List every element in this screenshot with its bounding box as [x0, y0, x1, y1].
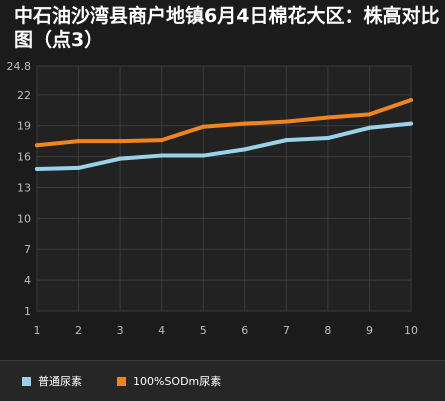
data-point-series-1 — [201, 153, 206, 158]
data-point-series-2 — [159, 138, 164, 143]
y-tick-label: 22 — [17, 89, 31, 102]
data-point-series-2 — [201, 124, 206, 129]
data-point-series-1 — [284, 138, 289, 143]
x-tick-label: 5 — [200, 324, 207, 337]
y-tick-label: 24.8 — [7, 60, 32, 73]
data-point-series-2 — [284, 119, 289, 124]
data-point-series-1 — [367, 125, 372, 130]
y-tick-label: 16 — [17, 151, 31, 164]
data-point-series-1 — [76, 165, 81, 170]
data-point-series-2 — [242, 121, 247, 126]
legend-swatch-series-1 — [22, 376, 31, 386]
legend-swatch-series-2 — [117, 376, 126, 386]
x-tick-label: 7 — [283, 324, 290, 337]
legend-label-series-2: 100%SODm尿素 — [133, 375, 222, 388]
data-point-series-1 — [409, 121, 413, 126]
chart-area: 1 4 7 10 13 16 19 22 24.8 1 2 3 4 5 6 7 8 9 10 — [0, 60, 445, 360]
legend: 普通尿素 100%SODm尿素 — [0, 360, 445, 401]
y-tick-label: 10 — [17, 212, 31, 225]
x-tick-label: 2 — [75, 324, 82, 337]
y-tick-label: 19 — [17, 120, 31, 133]
data-point-series-1 — [325, 136, 330, 141]
data-point-series-1 — [159, 153, 164, 158]
x-tick-label: 6 — [241, 324, 248, 337]
data-point-series-2 — [35, 143, 39, 148]
data-point-series-1 — [242, 147, 247, 152]
x-tick-label: 3 — [117, 324, 124, 337]
y-tick-label: 1 — [24, 305, 31, 318]
data-point-series-2 — [118, 139, 123, 144]
x-tick-label: 10 — [404, 324, 418, 337]
data-point-series-2 — [76, 139, 81, 144]
line-chart: 1 4 7 10 13 16 19 22 24.8 1 2 3 4 5 6 7 8 9 10 — [7, 60, 419, 337]
y-tick-label: 7 — [24, 243, 31, 256]
data-point-series-2 — [325, 115, 330, 120]
x-tick-label: 4 — [158, 324, 165, 337]
legend-item-series-1: 普通尿素 — [22, 373, 82, 389]
x-tick-label: 1 — [34, 324, 41, 337]
y-tick-label: 13 — [17, 181, 31, 194]
series-line-2 — [35, 97, 413, 148]
data-point-series-1 — [35, 166, 39, 171]
series-line-1 — [35, 121, 413, 171]
legend-item-series-2: 100%SODm尿素 — [117, 373, 221, 389]
x-tick-label: 9 — [366, 324, 373, 337]
data-point-series-1 — [118, 156, 123, 161]
y-tick-label: 4 — [24, 274, 31, 287]
legend-label-series-1: 普通尿素 — [38, 375, 82, 388]
chart-title: 中石油沙湾县商户地镇6月4日棉花大区：株高对比图（点3） — [14, 5, 440, 51]
plot-area — [36, 65, 412, 312]
data-point-series-2 — [367, 112, 372, 117]
data-point-series-2 — [409, 97, 413, 102]
x-tick-label: 8 — [324, 324, 331, 337]
